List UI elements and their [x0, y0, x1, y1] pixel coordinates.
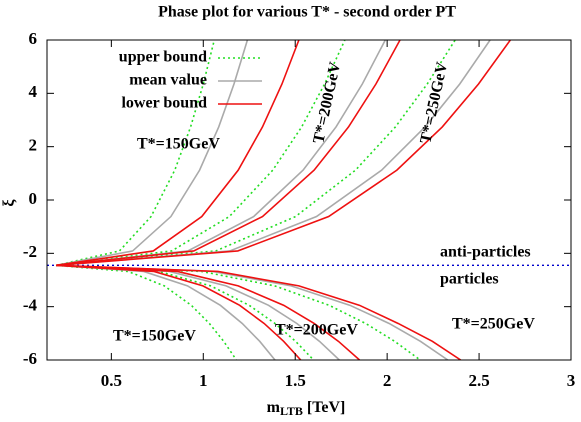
legend-label: upper bound — [119, 49, 207, 66]
curve — [56, 40, 300, 267]
curve — [56, 40, 511, 267]
curve — [56, 264, 462, 360]
x-tick-label: 1 — [199, 371, 208, 390]
x-axis-label: mLTB [TeV] — [267, 399, 346, 418]
x-label-sub: LTB — [280, 404, 303, 418]
y-tick-label: 4 — [29, 82, 38, 101]
x-tick-label: 2 — [383, 371, 392, 390]
legend-label: lower bound — [121, 95, 207, 112]
annotation: T*=150GeV — [137, 136, 220, 153]
curve — [56, 40, 401, 267]
curve — [56, 40, 456, 267]
x-tick-label: 0.5 — [101, 371, 122, 390]
annotation: T*=250GeV — [452, 316, 535, 333]
curve — [56, 40, 249, 267]
x-label: m — [267, 399, 281, 416]
y-tick-label: 0 — [29, 189, 38, 208]
plot-area — [47, 40, 571, 360]
curve — [56, 40, 491, 267]
y-axis-label: ξ — [1, 199, 18, 207]
annotation: T*=200GeV — [275, 322, 358, 339]
annotation: particles — [440, 271, 499, 288]
x-tick-label: 2.5 — [468, 371, 489, 390]
chart-title: Phase plot for various T* - second order… — [158, 4, 456, 21]
y-tick-label: -6 — [23, 349, 37, 368]
y-tick-label: 2 — [29, 136, 38, 155]
curve — [56, 264, 302, 360]
x-label-unit: [TeV] — [303, 399, 346, 416]
curve — [56, 264, 315, 360]
x-tick-label: 3 — [567, 371, 576, 390]
annotation: T*=150GeV — [113, 328, 196, 345]
curve — [56, 264, 361, 360]
curve — [56, 264, 449, 360]
legend-label: mean value — [129, 72, 207, 89]
y-tick-label: -2 — [23, 242, 37, 261]
annotation: anti-particles — [440, 244, 531, 261]
y-tick-label: 6 — [29, 29, 38, 48]
annotation: T*=250GeV — [417, 60, 451, 145]
y-tick-label: -4 — [23, 296, 38, 315]
plot-frame — [46, 39, 572, 361]
x-tick-label: 1.5 — [285, 371, 306, 390]
curve — [56, 40, 346, 267]
